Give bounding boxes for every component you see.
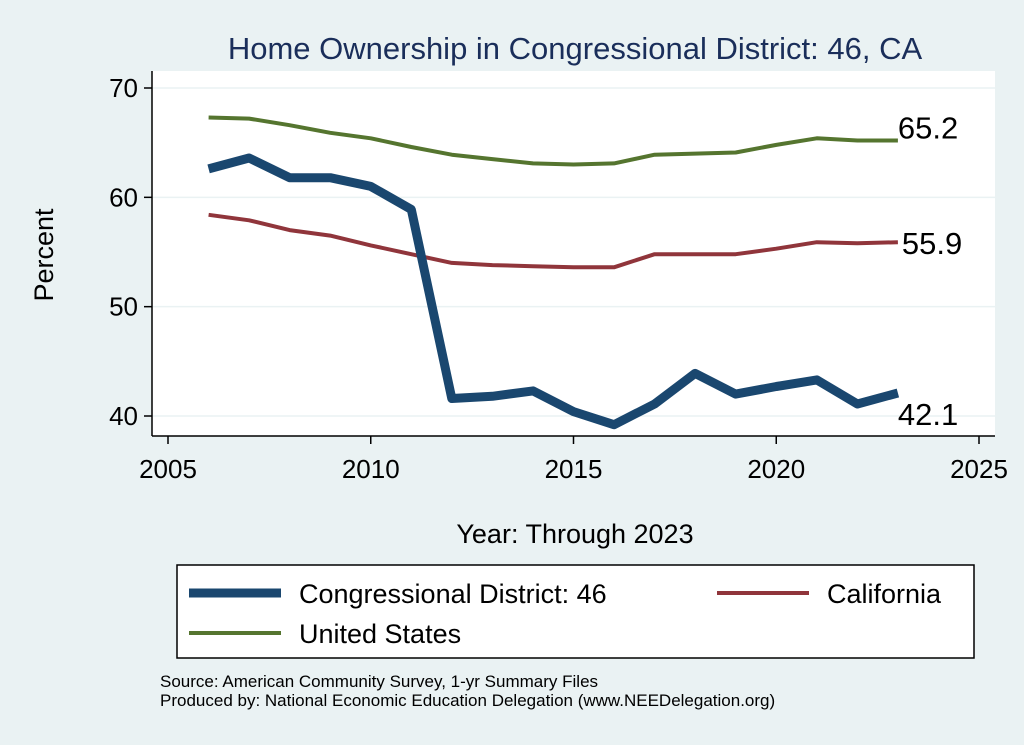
series-line-0 [207, 153, 900, 430]
x-tick-label: 2010 [342, 454, 400, 484]
legend-box [176, 564, 975, 659]
y-tick-label: 50 [109, 292, 138, 322]
grid-lines [152, 87, 995, 417]
axes [144, 71, 995, 444]
series-lines [207, 115, 900, 430]
end-labels: 42.1 55.9 65.2 [898, 110, 962, 432]
chart-title: Home Ownership in Congressional District… [228, 31, 923, 66]
x-tick-label: 2005 [139, 454, 197, 484]
y-tick-label: 40 [109, 401, 138, 431]
legend: Congressional District: 46 California Unit… [189, 579, 942, 649]
y-tick-label: 60 [109, 182, 138, 212]
plot-area [152, 71, 995, 436]
series-line-1 [208, 212, 898, 270]
tick-labels: 40 50 60 70 2005 2010 2015 2020 2025 [109, 73, 1008, 484]
x-tick-label: 2025 [950, 454, 1008, 484]
source-note: Source: American Community Survey, 1-yr … [160, 672, 599, 691]
x-tick-label: 2015 [545, 454, 603, 484]
legend-label: United States [299, 619, 461, 649]
legend-label: Congressional District: 46 [299, 579, 607, 609]
end-label: 55.9 [902, 226, 962, 261]
y-tick-label: 70 [109, 73, 138, 103]
x-axis-title: Year: Through 2023 [456, 519, 693, 549]
series-line-2 [208, 115, 898, 167]
end-label: 65.2 [898, 110, 958, 145]
x-tick-label: 2020 [747, 454, 805, 484]
producer-note: Produced by: National Economic Education… [160, 691, 776, 710]
end-label: 42.1 [898, 397, 958, 432]
legend-label: California [827, 579, 942, 609]
y-axis-title: Percent [29, 208, 59, 302]
